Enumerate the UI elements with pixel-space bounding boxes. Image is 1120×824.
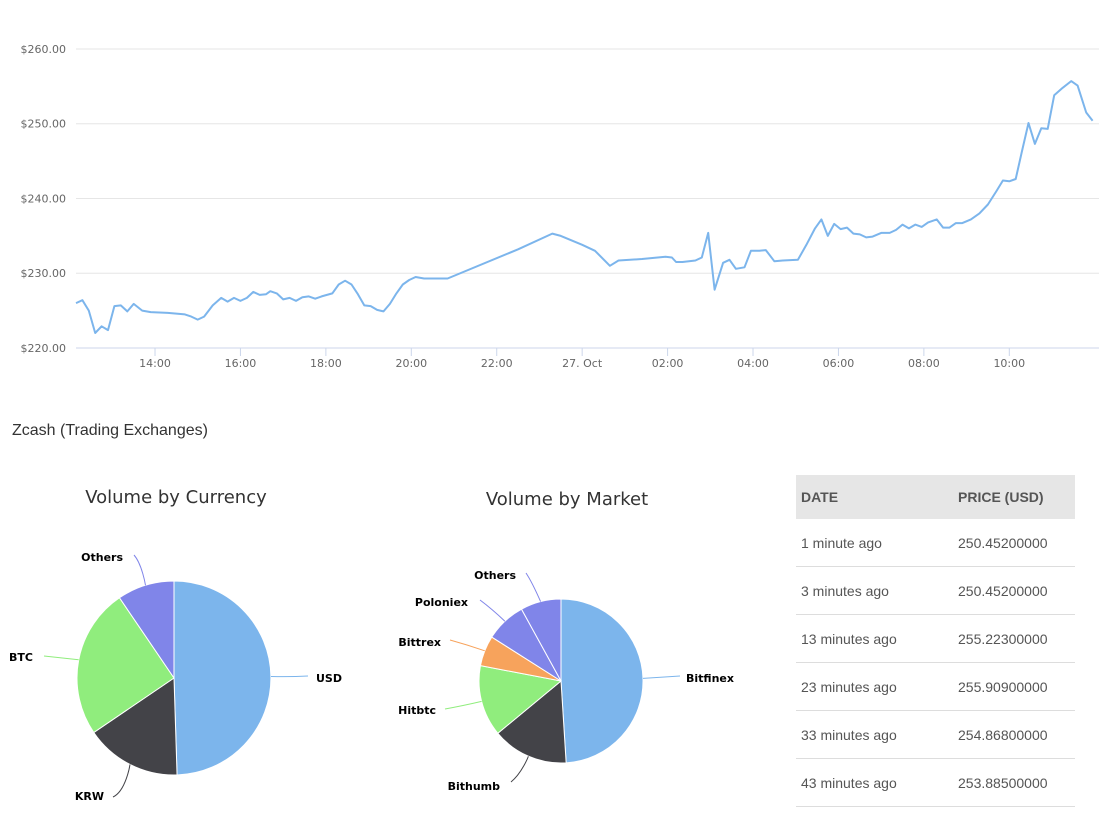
volume-by-market-pie-chart: Volume by Market Bitfinex Bithumb Hitbtc Bit… (398, 489, 734, 793)
table-row: 33 minutes ago 254.86800000 (796, 710, 1075, 759)
slice-label: Bittrex (398, 636, 441, 649)
connector-line (510, 756, 529, 783)
slice-label: Hitbtc (398, 704, 436, 717)
row-price: 254.86800000 (953, 710, 1075, 759)
row-date: 13 minutes ago (796, 614, 953, 663)
y-tick-label: $230.00 (21, 267, 67, 280)
connector-line (270, 675, 309, 678)
pie-slice (173, 580, 272, 776)
connector-line (112, 764, 131, 798)
x-tick-label: 22:00 (481, 357, 513, 370)
x-tick-label: 14:00 (139, 357, 171, 370)
x-tick-label: 27. Oct (562, 357, 603, 370)
row-date: 43 minutes ago (796, 758, 953, 807)
row-price: 250.45200000 (953, 519, 1075, 567)
connector-line (444, 700, 482, 710)
y-tick-label: $250.00 (21, 118, 67, 131)
table-row: 3 minutes ago 250.45200000 (796, 566, 1075, 615)
row-date: 3 minutes ago (796, 566, 953, 615)
slice-label: Bitfinex (686, 672, 734, 685)
row-price: 255.90900000 (953, 662, 1075, 711)
y-tick-label: $260.00 (21, 43, 67, 56)
slice-label: Others (474, 569, 516, 582)
pie-chart-title: Volume by Market (486, 489, 648, 510)
table-row: 23 minutes ago 255.90900000 (796, 662, 1075, 711)
row-date: 1 minute ago (796, 519, 953, 567)
table-row: 1 minute ago 250.45200000 (796, 519, 1075, 567)
slice-label: USD (316, 672, 342, 685)
pie-chart-title: Volume by Currency (85, 487, 267, 508)
x-tick-label: 20:00 (395, 357, 427, 370)
y-tick-label: $240.00 (21, 192, 67, 205)
table-row: 13 minutes ago 255.22300000 (796, 614, 1075, 663)
x-tick-label: 04:00 (737, 357, 769, 370)
slice-label: Poloniex (415, 596, 468, 609)
connector-line (525, 572, 542, 602)
slice-label: Others (81, 551, 123, 564)
x-tick-label: 06:00 (823, 357, 855, 370)
row-date: 23 minutes ago (796, 662, 953, 711)
price-history-table: DATE PRICE (USD) 1 minute ago 250.452000… (796, 475, 1075, 807)
row-price: 250.45200000 (953, 566, 1075, 615)
date-column-header: DATE (796, 475, 953, 519)
connector-line (449, 639, 485, 652)
pie-slice (560, 598, 644, 764)
pie-slice (497, 679, 567, 764)
price-series-line (75, 80, 1094, 334)
x-tick-label: 02:00 (652, 357, 684, 370)
volume-by-currency-pie-chart: Volume by Currency USD KRW BTC Others (9, 487, 342, 803)
pie-slice (76, 597, 175, 734)
table-row: 43 minutes ago 253.88500000 (796, 758, 1075, 807)
connector-line (642, 675, 681, 679)
section-title: Zcash (Trading Exchanges) (12, 422, 208, 439)
x-tick-label: 08:00 (908, 357, 940, 370)
price-column-header: PRICE (USD) (953, 475, 1075, 519)
x-tick-label: 18:00 (310, 357, 342, 370)
connector-line (479, 599, 506, 622)
x-tick-label: 10:00 (993, 357, 1025, 370)
table-header-row: DATE PRICE (USD) (796, 475, 1075, 519)
row-price: 253.88500000 (953, 758, 1075, 807)
slice-label: Bithumb (448, 780, 501, 793)
row-price: 255.22300000 (953, 614, 1075, 663)
x-tick-label: 16:00 (225, 357, 257, 370)
connector-line (43, 655, 79, 661)
slice-label: BTC (9, 651, 33, 664)
connector-line (133, 554, 146, 586)
slice-label: KRW (75, 790, 104, 803)
y-tick-label: $220.00 (21, 342, 67, 355)
price-line-chart: $220.00 $230.00 $240.00 $250.00 $260.00 14:00… (21, 43, 1099, 370)
row-date: 33 minutes ago (796, 710, 953, 759)
